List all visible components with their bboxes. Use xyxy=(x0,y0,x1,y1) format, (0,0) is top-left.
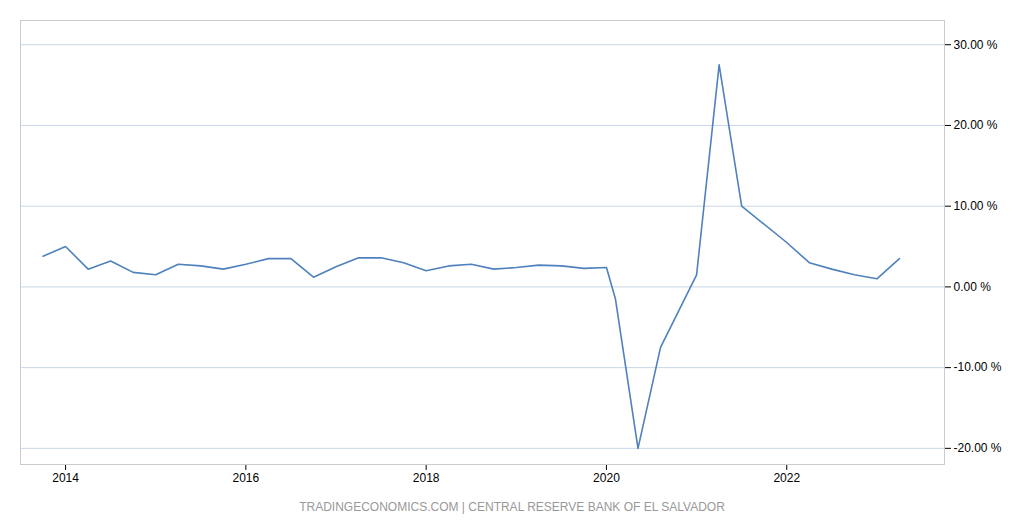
svg-text:10.00 %: 10.00 % xyxy=(954,199,998,213)
svg-text:20.00 %: 20.00 % xyxy=(954,118,998,132)
svg-text:30.00 %: 30.00 % xyxy=(954,38,998,52)
svg-text:-10.00 %: -10.00 % xyxy=(954,360,1002,374)
svg-text:2014: 2014 xyxy=(52,471,79,485)
svg-text:-20.00 %: -20.00 % xyxy=(954,441,1002,455)
svg-text:2018: 2018 xyxy=(413,471,440,485)
svg-text:2020: 2020 xyxy=(593,471,620,485)
svg-text:2016: 2016 xyxy=(233,471,260,485)
html-text:TRADINGECONOMICS.COM | CENTRAL: TRADINGECONOMICS.COM | CENTRAL RESERVE B… xyxy=(299,500,725,514)
svg-text:0.00 %: 0.00 % xyxy=(954,280,992,294)
svg-text:2022: 2022 xyxy=(773,471,800,485)
